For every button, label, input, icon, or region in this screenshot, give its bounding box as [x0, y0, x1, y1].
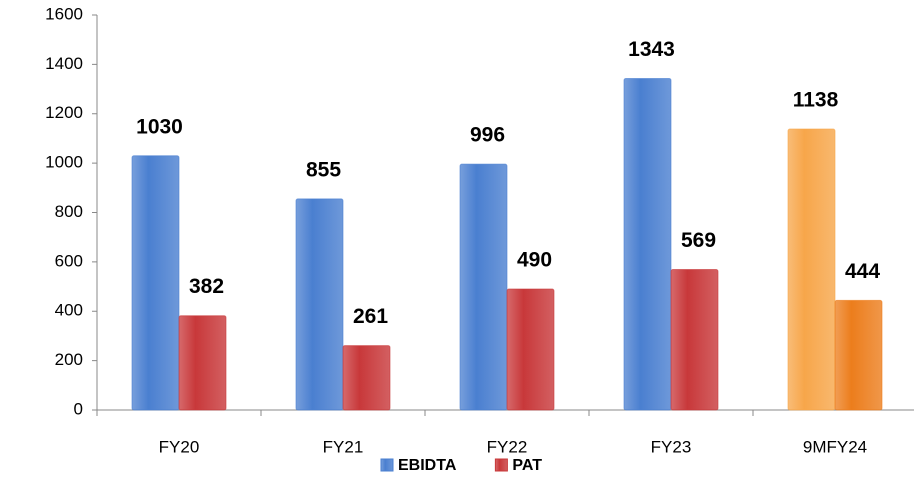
- data-label: 261: [353, 305, 388, 328]
- data-label: 382: [189, 275, 224, 298]
- data-label: 490: [517, 249, 552, 272]
- bar: [834, 299, 883, 411]
- data-label: 1030: [136, 115, 183, 138]
- bar: [670, 269, 719, 411]
- x-tick-label: 9MFY24: [803, 437, 867, 456]
- data-label: 1138: [793, 89, 839, 112]
- legend-swatch: [494, 458, 508, 472]
- x-tick-label: FY23: [651, 437, 692, 456]
- data-label: 444: [845, 260, 880, 283]
- bar: [623, 77, 672, 411]
- bar: [506, 288, 555, 411]
- bar: [178, 315, 227, 411]
- data-label: 1343: [628, 38, 675, 61]
- bar: [342, 345, 391, 411]
- bar: [131, 155, 180, 411]
- data-label: 996: [470, 124, 505, 147]
- y-tick-label: 1600: [45, 4, 83, 23]
- bar: [787, 128, 836, 411]
- y-tick-label: 800: [55, 202, 83, 221]
- y-tick-label: 0: [74, 399, 83, 418]
- x-tick-label: FY20: [159, 437, 200, 456]
- y-tick-label: 600: [55, 251, 83, 270]
- bar: [459, 163, 508, 411]
- y-tick-label: 1000: [45, 153, 83, 172]
- legend-swatch: [380, 458, 394, 472]
- bar: [295, 198, 344, 411]
- y-tick-label: 1200: [45, 103, 83, 122]
- data-label: 569: [681, 229, 716, 252]
- y-tick-label: 1400: [45, 54, 83, 73]
- x-tick-label: FY21: [323, 437, 364, 456]
- y-tick-label: 200: [55, 350, 83, 369]
- data-label: 855: [306, 158, 341, 181]
- legend-label: PAT: [512, 457, 542, 474]
- legend-label: EBIDTA: [398, 457, 457, 474]
- y-tick-label: 400: [55, 301, 83, 320]
- x-tick-label: FY22: [487, 437, 528, 456]
